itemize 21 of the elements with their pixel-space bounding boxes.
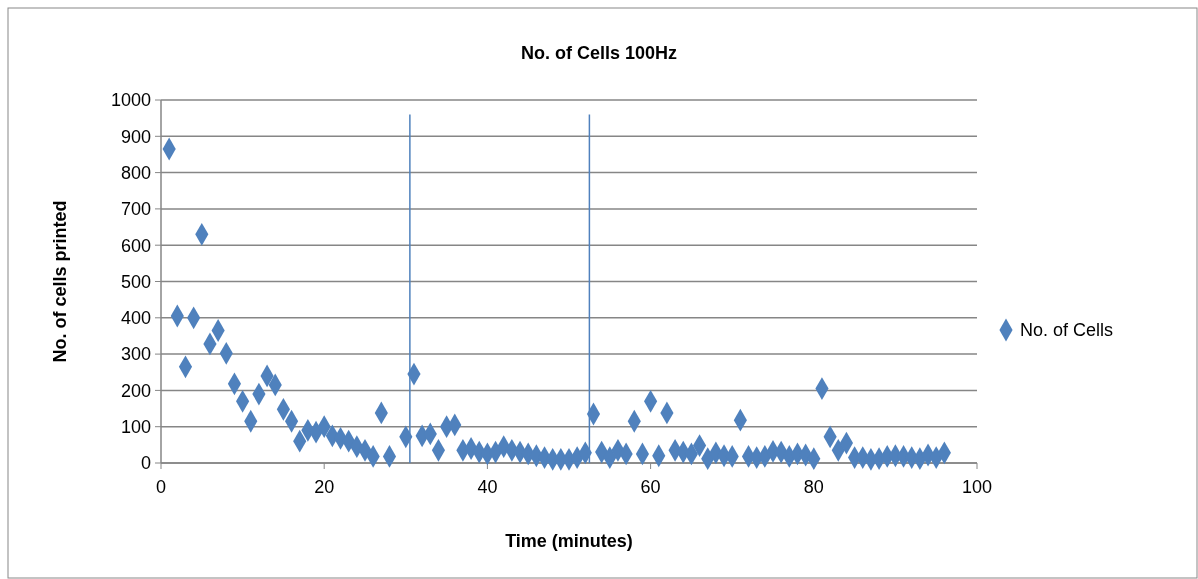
x-tick-label: 40 bbox=[477, 477, 498, 497]
y-tick-label: 600 bbox=[120, 235, 151, 256]
y-tick-label: 700 bbox=[120, 199, 151, 220]
chart-title: No. of Cells 100Hz bbox=[520, 43, 678, 63]
y-tick-label: 200 bbox=[120, 380, 151, 401]
y-tick-label: 100 bbox=[120, 417, 151, 437]
x-axis-title: Time (minutes) bbox=[505, 531, 633, 551]
x-tick-label: 100 bbox=[961, 477, 993, 497]
y-tick-label: 400 bbox=[120, 308, 151, 329]
y-tick-label: 1000 bbox=[110, 90, 151, 111]
x-tick-label: 0 bbox=[155, 477, 167, 497]
x-tick-label: 20 bbox=[314, 477, 335, 497]
y-tick-label: 900 bbox=[120, 126, 151, 147]
x-tick-label: 60 bbox=[640, 477, 661, 497]
y-axis-title: No. of cells printed bbox=[50, 200, 70, 363]
y-tick-label: 0 bbox=[140, 453, 151, 474]
x-tick-label: 80 bbox=[803, 477, 824, 497]
y-tick-label: 800 bbox=[120, 162, 151, 183]
y-tick-label: 500 bbox=[120, 271, 151, 292]
legend-label: No. of Cells bbox=[1020, 320, 1114, 341]
y-tick-label: 300 bbox=[120, 344, 151, 365]
